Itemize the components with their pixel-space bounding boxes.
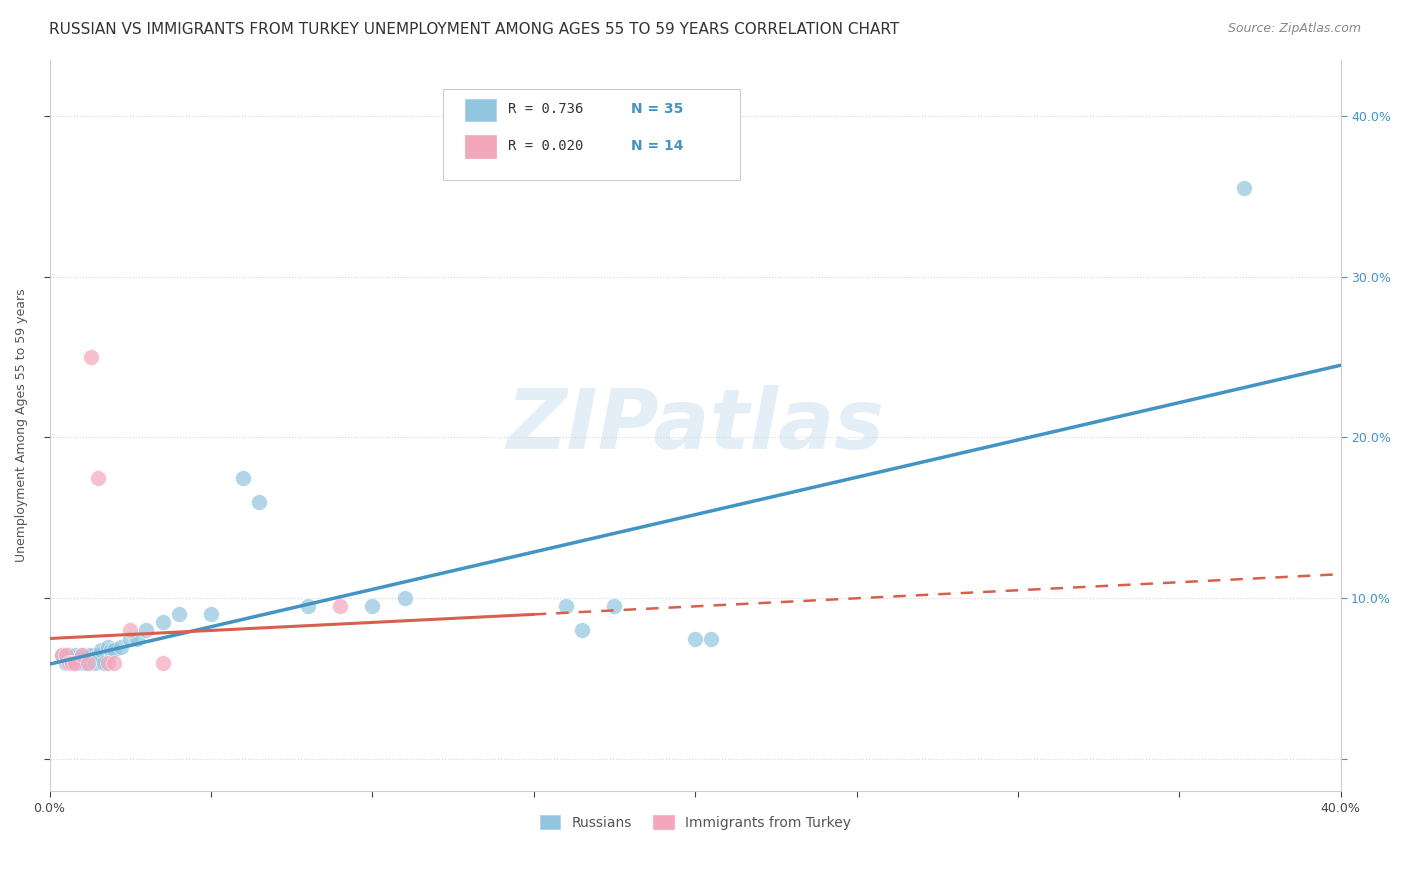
- Point: [361, 599, 384, 614]
- Point: [70, 648, 93, 662]
- Point: [1233, 181, 1256, 195]
- Point: [87, 648, 110, 662]
- Point: [77, 648, 100, 662]
- Point: [120, 624, 142, 638]
- Point: [67, 656, 90, 670]
- FancyBboxPatch shape: [443, 89, 741, 180]
- Point: [55, 648, 77, 662]
- Text: N = 35: N = 35: [630, 102, 683, 116]
- Point: [394, 591, 416, 606]
- Point: [120, 632, 142, 646]
- Point: [200, 607, 222, 622]
- Point: [683, 632, 706, 646]
- Point: [103, 642, 125, 657]
- Point: [100, 642, 122, 657]
- Point: [110, 640, 132, 654]
- FancyBboxPatch shape: [465, 99, 496, 121]
- Point: [58, 648, 80, 662]
- Point: [51, 648, 73, 662]
- Point: [700, 632, 723, 646]
- Y-axis label: Unemployment Among Ages 55 to 59 years: Unemployment Among Ages 55 to 59 years: [15, 289, 28, 562]
- Point: [77, 656, 100, 670]
- Point: [80, 350, 103, 364]
- Point: [90, 642, 112, 657]
- Point: [97, 640, 120, 654]
- Point: [571, 624, 593, 638]
- Point: [80, 648, 103, 662]
- Text: ZIPatlas: ZIPatlas: [506, 385, 884, 466]
- Point: [58, 656, 80, 670]
- Point: [167, 607, 190, 622]
- Point: [51, 648, 73, 662]
- Point: [152, 656, 174, 670]
- Point: [232, 471, 254, 485]
- Point: [70, 648, 93, 662]
- Text: RUSSIAN VS IMMIGRANTS FROM TURKEY UNEMPLOYMENT AMONG AGES 55 TO 59 YEARS CORRELA: RUSSIAN VS IMMIGRANTS FROM TURKEY UNEMPL…: [49, 22, 900, 37]
- Point: [60, 656, 83, 670]
- Text: N = 14: N = 14: [630, 139, 683, 153]
- Point: [555, 599, 578, 614]
- Point: [87, 471, 110, 485]
- Point: [152, 615, 174, 630]
- Point: [135, 624, 157, 638]
- Point: [247, 495, 270, 509]
- Point: [55, 656, 77, 670]
- Point: [83, 656, 105, 670]
- Point: [65, 656, 87, 670]
- Point: [97, 656, 120, 670]
- Text: Source: ZipAtlas.com: Source: ZipAtlas.com: [1227, 22, 1361, 36]
- Point: [60, 656, 83, 670]
- Legend: Russians, Immigrants from Turkey: Russians, Immigrants from Turkey: [534, 810, 856, 836]
- Point: [329, 599, 352, 614]
- Point: [603, 599, 626, 614]
- Point: [93, 656, 115, 670]
- FancyBboxPatch shape: [465, 136, 496, 158]
- Text: R = 0.736: R = 0.736: [508, 102, 583, 116]
- Point: [125, 632, 148, 646]
- Point: [65, 648, 87, 662]
- Point: [103, 656, 125, 670]
- Text: R = 0.020: R = 0.020: [508, 139, 583, 153]
- Point: [73, 656, 96, 670]
- Point: [297, 599, 319, 614]
